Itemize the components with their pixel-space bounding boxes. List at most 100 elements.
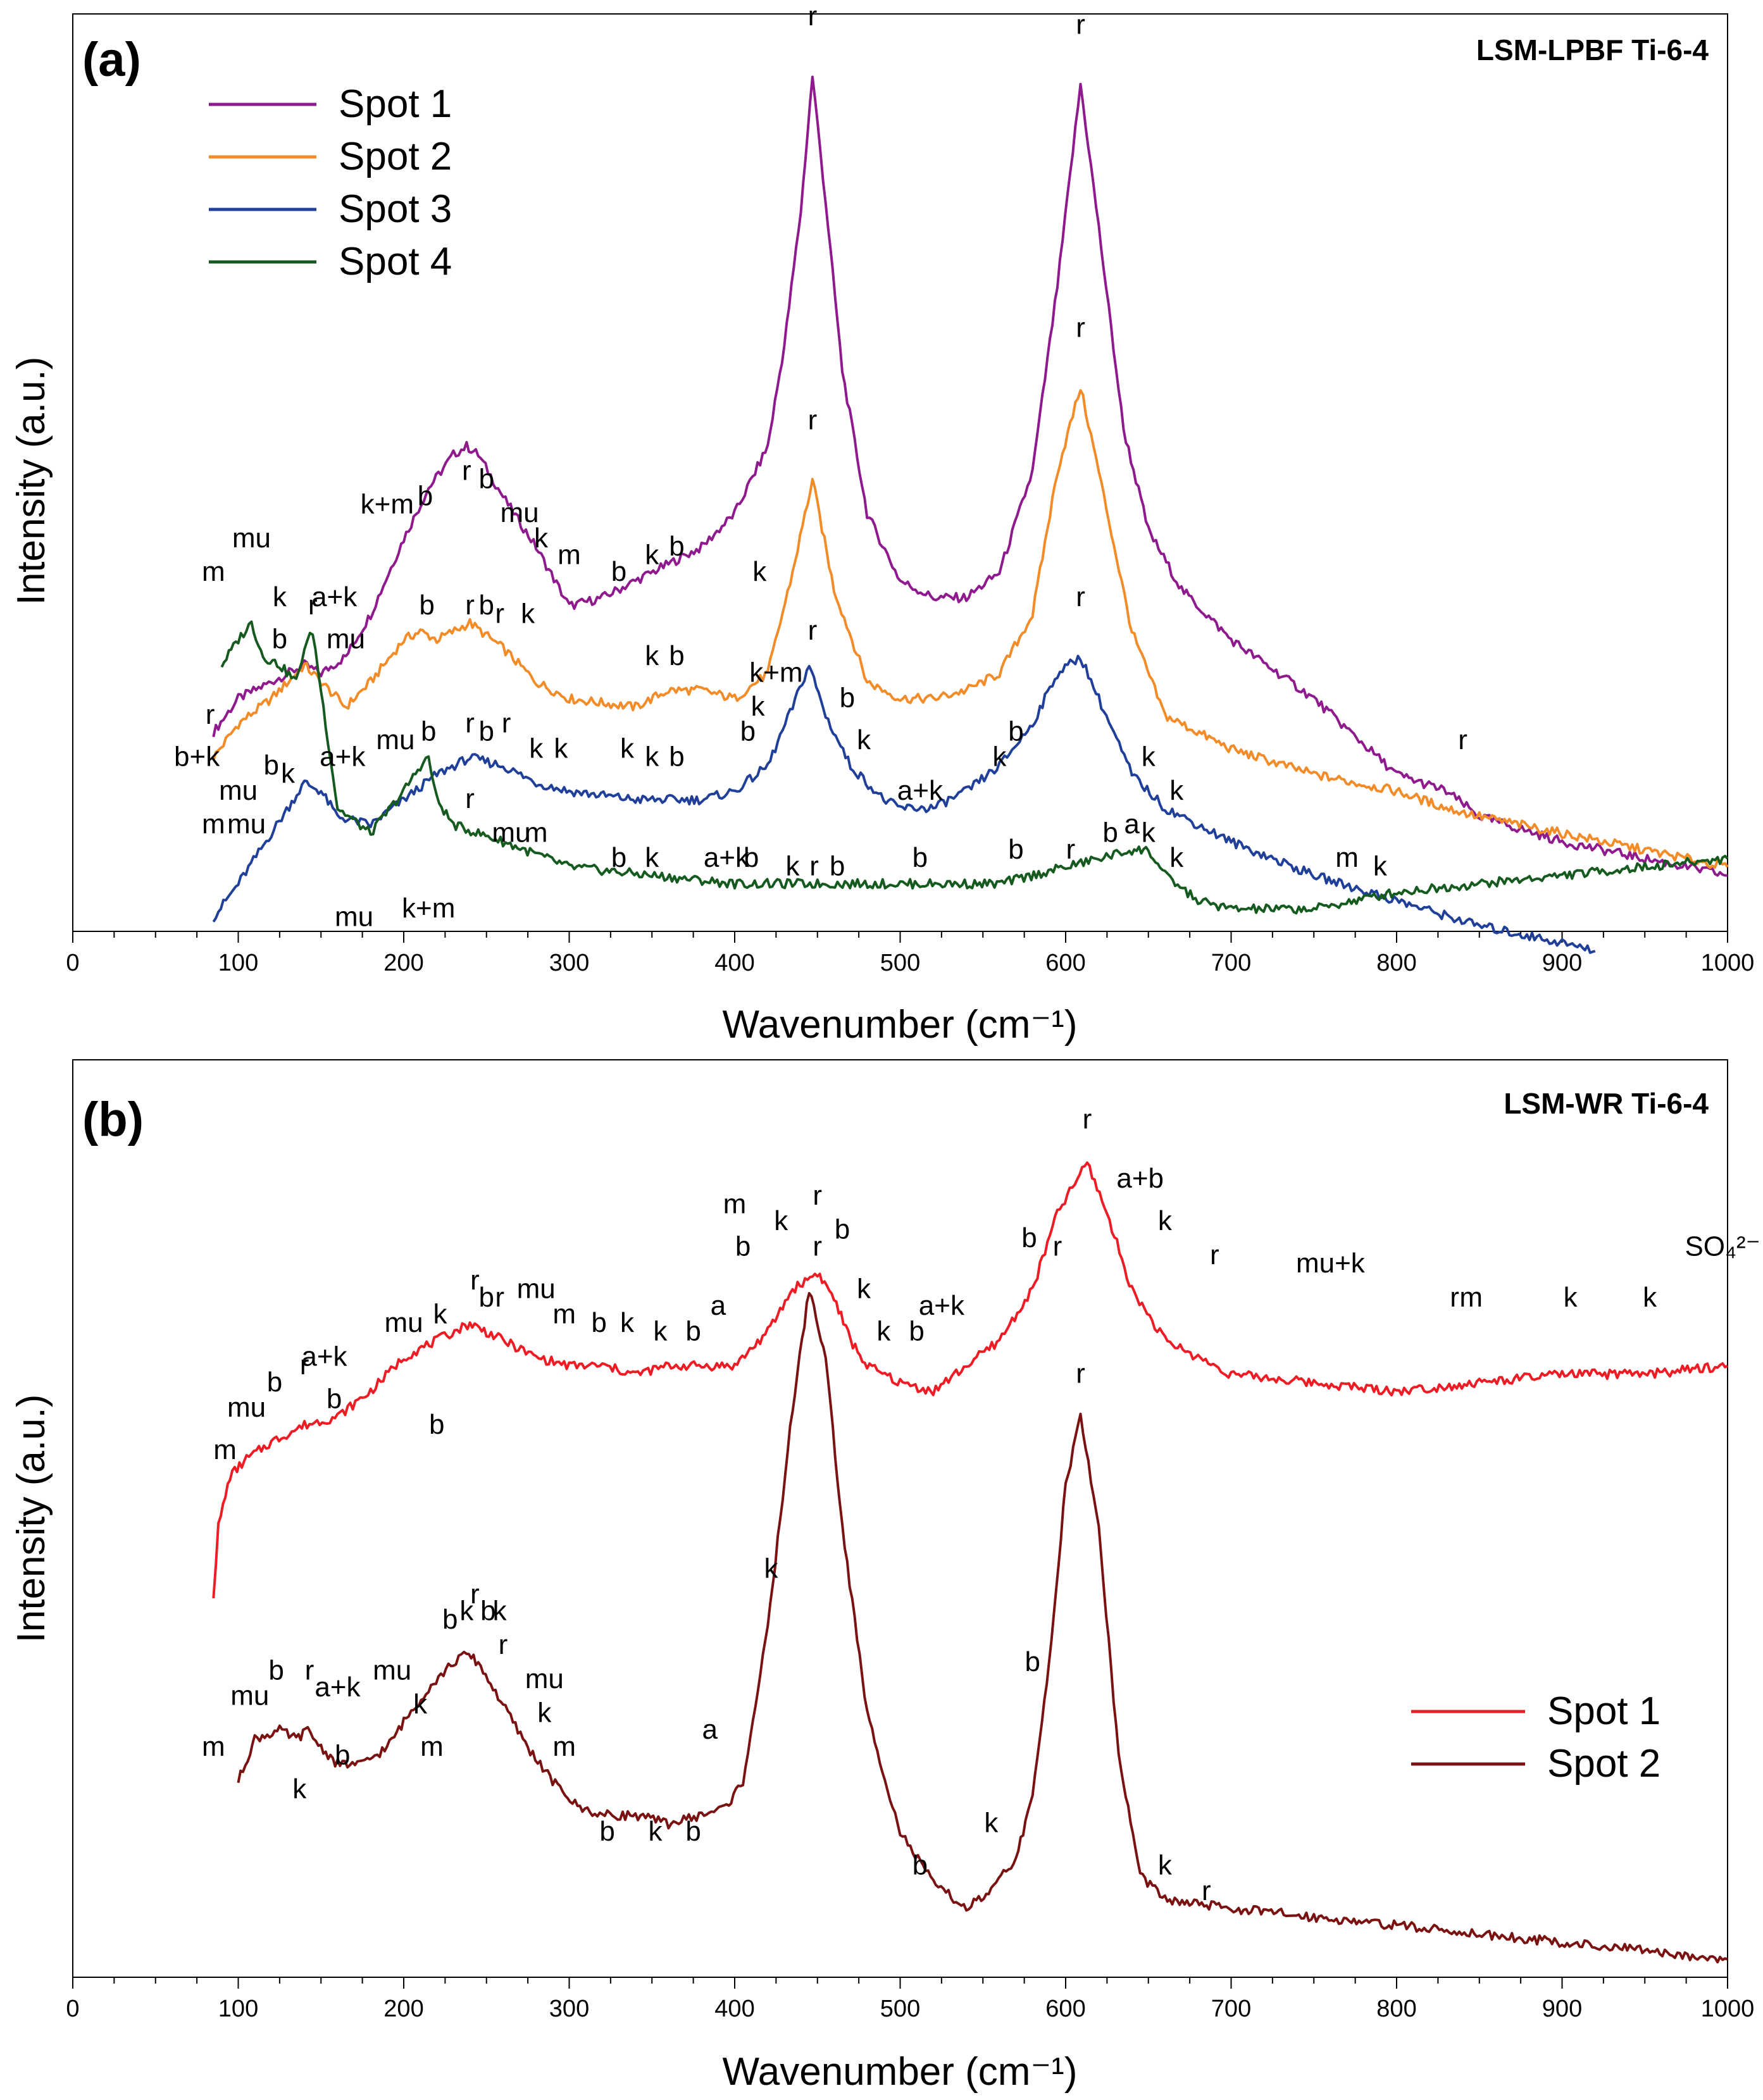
- x-tick-label: 100: [218, 1996, 258, 2022]
- series-group-b: [212, 1161, 1728, 1964]
- peak-annotation: mu: [492, 817, 530, 848]
- series-line-spot-1: [212, 1161, 1728, 1599]
- peak-annotation: k: [534, 523, 549, 554]
- panel-title-b: LSM-WR Ti-6-4: [1504, 1087, 1709, 1120]
- peak-annotation: k: [433, 1299, 448, 1330]
- legend-label: Spot 1: [339, 82, 452, 126]
- peak-annotation: mu: [227, 809, 266, 840]
- peak-annotation: r: [470, 1579, 480, 1610]
- x-tick-label: 500: [880, 950, 920, 976]
- peak-annotation: a: [711, 1290, 726, 1321]
- panel-label-a: (a): [82, 33, 141, 87]
- peak-annotation: b: [685, 1315, 701, 1346]
- peak-annotation: a+k: [704, 842, 750, 873]
- peak-annotation: b: [685, 1816, 701, 1847]
- peak-annotation: r: [809, 851, 819, 882]
- x-axis-title-b: Wavenumber (cm⁻¹): [723, 2050, 1078, 2094]
- peak-annotation: r: [808, 1, 818, 32]
- peak-annotation: m: [1459, 1282, 1483, 1313]
- peak-annotation: mu: [219, 775, 258, 806]
- legend-label: Spot 1: [1547, 1689, 1660, 1733]
- peak-annotation: k: [645, 640, 659, 671]
- peak-annotation: b: [913, 1850, 928, 1881]
- x-tick-label: 800: [1376, 1996, 1416, 2022]
- peak-annotation: b: [830, 851, 845, 882]
- peak-annotation: b: [913, 842, 928, 873]
- peak-annotation: b: [267, 1367, 282, 1398]
- peak-annotation: a+b: [1116, 1163, 1164, 1194]
- peak-annotation: r: [495, 1282, 504, 1313]
- peak-annotation: k: [292, 1774, 307, 1805]
- legend-label: Spot 2: [1547, 1742, 1660, 1786]
- peak-annotation: b: [840, 683, 855, 714]
- peak-annotation: b: [418, 480, 433, 511]
- peak-annotation: k: [653, 1315, 668, 1346]
- legend-b: Spot 1 Spot 2: [1411, 1689, 1660, 1786]
- peak-annotation: r: [305, 1655, 315, 1686]
- series-line-spot-3: [212, 654, 1596, 954]
- peak-annotation: r: [1083, 1103, 1092, 1134]
- peak-annotation: mu: [227, 1392, 266, 1423]
- peak-annotation: r: [1202, 1875, 1211, 1906]
- y-axis-title-b: Intensity (a.u.): [9, 1395, 53, 1643]
- peak-annotation: k: [1564, 1282, 1578, 1313]
- peak-annotation: b: [429, 1409, 444, 1440]
- panel-b: 0 100 200 300 400 500 600 700 800 900 1000 ra+bkr m…: [9, 1059, 1760, 2094]
- peak-annotation: b: [479, 464, 494, 495]
- peak-annotation: b: [740, 716, 756, 747]
- peak-annotation: b: [442, 1604, 458, 1635]
- peak-annotation: b: [744, 842, 759, 873]
- peak-annotation: r: [499, 1629, 508, 1660]
- peak-annotation: m: [202, 556, 225, 587]
- plot-area-a: [72, 13, 1728, 932]
- peak-annotation: m: [420, 1731, 444, 1762]
- peak-annotation: mu: [232, 523, 271, 554]
- panel-label-b: (b): [82, 1093, 144, 1146]
- peak-annotation: b: [272, 623, 287, 654]
- peak-annotation: mu: [384, 1307, 423, 1338]
- peak-annotation: k: [645, 539, 659, 570]
- peak-annotation: k: [645, 742, 659, 773]
- x-tick-label: 300: [549, 1996, 589, 2022]
- peak-annotation: r: [1076, 1358, 1085, 1389]
- peak-annotation: k: [529, 733, 544, 764]
- peak-annotation: mu: [335, 901, 373, 932]
- y-axis-title-a: Intensity (a.u.): [9, 357, 53, 606]
- peak-annotation: b: [599, 1816, 614, 1847]
- legend-label: Spot 4: [339, 240, 452, 283]
- x-tick-label: 300: [549, 950, 589, 976]
- peak-annotation: r: [308, 590, 318, 621]
- peak-annotation: b: [1102, 817, 1118, 848]
- peak-annotation: r: [1076, 9, 1085, 40]
- peak-annotation: b: [591, 1307, 606, 1338]
- x-axis-title-a: Wavenumber (cm⁻¹): [723, 1003, 1078, 1047]
- peak-annotation: a+k: [919, 1290, 965, 1321]
- peak-annotation: k: [764, 1553, 779, 1584]
- peak-annotation: m: [202, 809, 225, 840]
- peak-annotation: m: [213, 1434, 237, 1465]
- peak-annotation: k: [1158, 1205, 1173, 1236]
- peak-annotation: k: [857, 724, 871, 755]
- peak-annotation: r: [1210, 1239, 1219, 1271]
- peak-annotation: a+k: [311, 581, 358, 612]
- peak-annotation: r: [813, 1231, 822, 1262]
- peak-annotation: b: [335, 1739, 350, 1770]
- series-group-a: [212, 75, 1729, 954]
- series-line-spot-2: [212, 389, 1729, 869]
- peak-annotation: k: [273, 581, 287, 612]
- peak-annotation: m: [1335, 842, 1359, 873]
- peak-annotation: b: [479, 1282, 494, 1313]
- peak-annotation: k: [1142, 742, 1156, 773]
- peak-annotation: k: [786, 851, 801, 882]
- series-line-spot-4: [220, 620, 1729, 915]
- peak-annotation: k: [1373, 851, 1388, 882]
- peak-annotation: b: [421, 716, 436, 747]
- x-tick-label: 100: [218, 950, 258, 976]
- peak-annotation: k: [281, 758, 296, 789]
- peak-annotation: m: [552, 1731, 576, 1762]
- peak-annotation: k+m: [402, 893, 455, 924]
- x-tick-label: 1000: [1701, 1996, 1755, 2022]
- peak-annotation: b: [669, 640, 684, 671]
